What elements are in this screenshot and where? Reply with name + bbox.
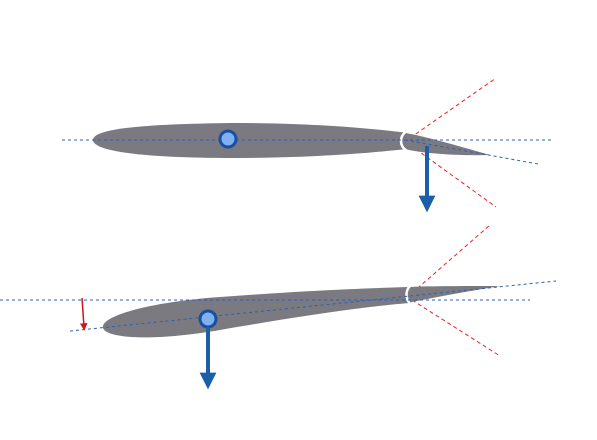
bottom-control-flap <box>408 286 500 303</box>
angle-of-attack-arrow <box>80 297 88 331</box>
bottom-airfoil-group <box>0 224 557 390</box>
bottom-flap-limit-lower-line <box>411 299 501 357</box>
top-flap-limit-lower-line <box>409 144 497 208</box>
top-control-flap <box>405 133 490 156</box>
top-flap-chord-line <box>404 139 539 165</box>
top-hinge-gap <box>399 129 408 153</box>
bottom-flap-limit-upper-line <box>411 224 491 294</box>
top-pivot-point <box>218 129 238 149</box>
top-flap-limit-upper-line <box>409 77 497 139</box>
top-airfoil-group <box>62 77 552 213</box>
bottom-pivot-point <box>198 309 218 329</box>
bottom-hinge-gap <box>405 284 412 306</box>
